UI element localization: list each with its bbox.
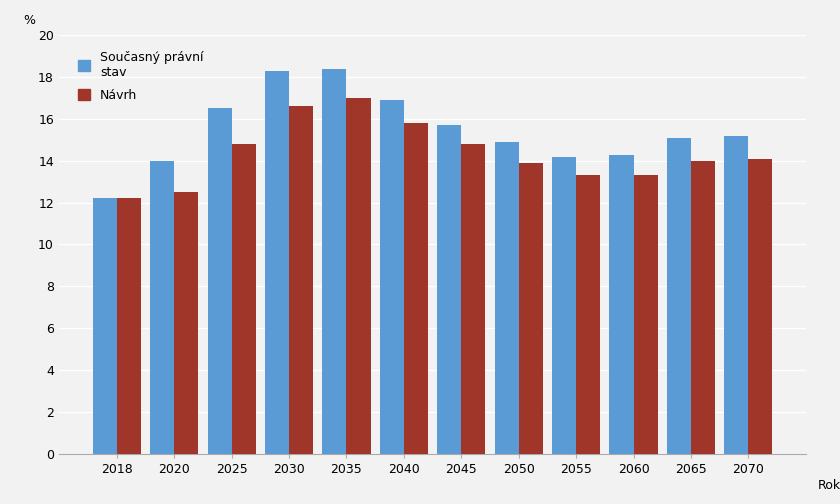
Bar [495,142,519,454]
Bar [92,199,117,454]
Y-axis label: %: % [23,14,35,27]
Bar [380,100,404,454]
Bar [633,175,658,454]
Bar [691,161,715,454]
Bar [576,175,601,454]
Bar [404,123,428,454]
Bar [174,192,198,454]
Bar [289,106,313,454]
Bar [667,138,691,454]
Bar [724,136,748,454]
Bar [346,98,370,454]
Bar [609,155,633,454]
Bar [232,144,256,454]
Bar [519,163,543,454]
Bar [207,108,232,454]
Bar [265,71,289,454]
Bar [150,161,174,454]
Legend: Současný právní
stav, Návrh: Současný právní stav, Návrh [72,46,208,107]
Bar [323,69,346,454]
Bar [461,144,486,454]
Bar [117,199,141,454]
X-axis label: Rok: Rok [817,479,840,492]
Bar [437,125,461,454]
Bar [552,157,576,454]
Bar [748,159,773,454]
